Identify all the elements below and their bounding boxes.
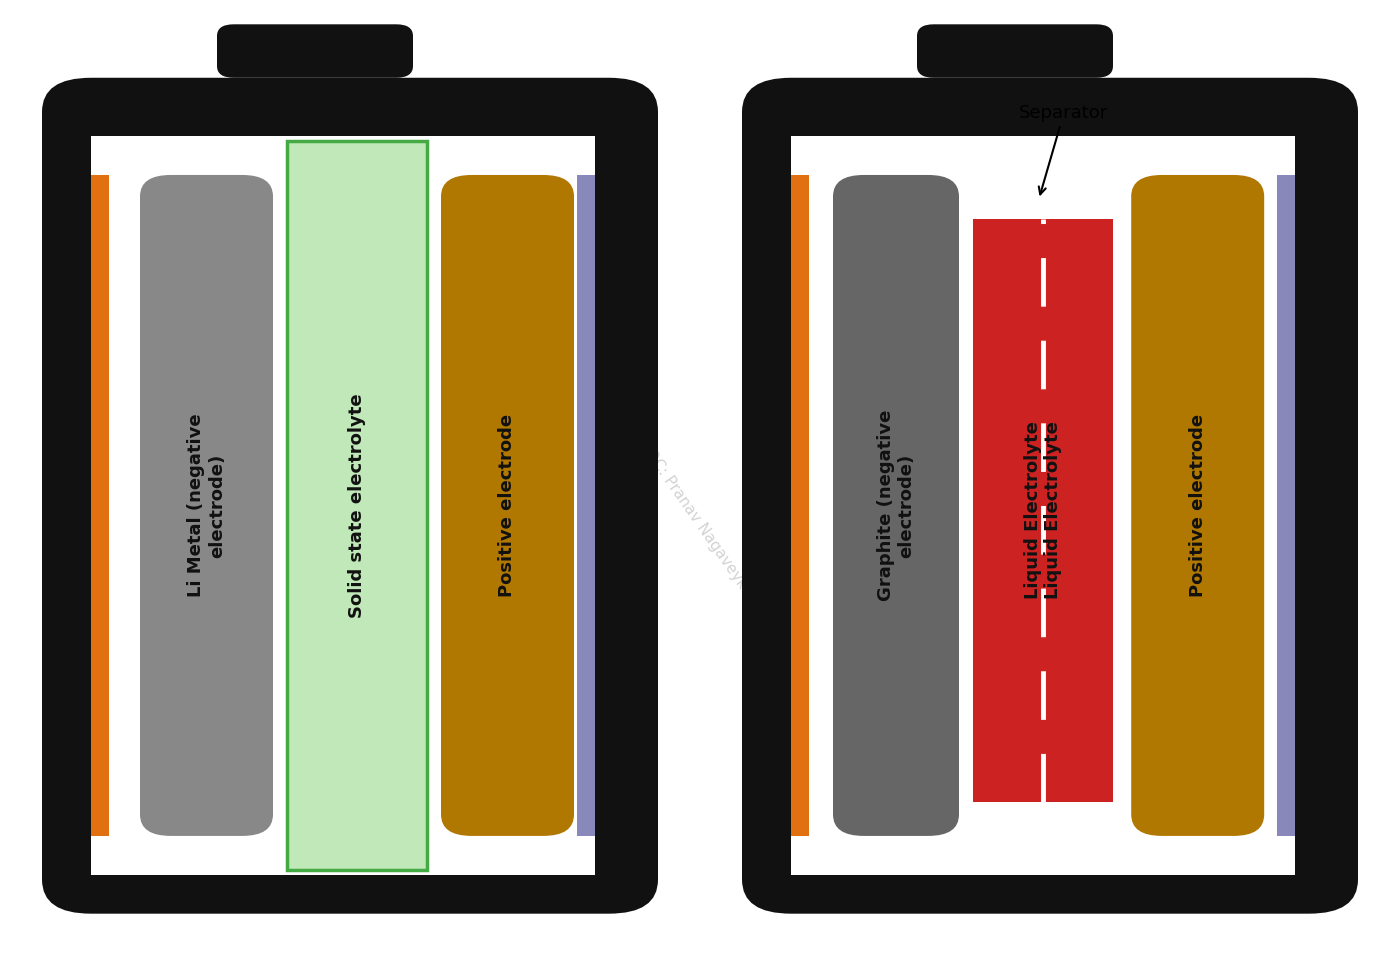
FancyBboxPatch shape xyxy=(742,78,1358,914)
Text: Positive electrode: Positive electrode xyxy=(498,414,517,597)
Text: Solid state electrolyte: Solid state electrolyte xyxy=(349,393,365,618)
Bar xyxy=(91,175,109,836)
FancyBboxPatch shape xyxy=(1131,175,1264,836)
Text: Li Metal (negative
electrode): Li Metal (negative electrode) xyxy=(188,414,225,597)
Text: OC: Pranav Nagaveykar: OC: Pranav Nagaveykar xyxy=(641,446,759,604)
Bar xyxy=(1277,175,1295,836)
Bar xyxy=(791,175,809,836)
FancyBboxPatch shape xyxy=(833,175,959,836)
FancyBboxPatch shape xyxy=(217,24,413,78)
Bar xyxy=(91,136,595,875)
FancyBboxPatch shape xyxy=(917,24,1113,78)
Bar xyxy=(287,141,427,870)
FancyBboxPatch shape xyxy=(42,78,658,914)
Text: Positive electrode: Positive electrode xyxy=(1189,414,1207,597)
Text: Separator: Separator xyxy=(1019,103,1109,194)
FancyBboxPatch shape xyxy=(140,175,273,836)
Text: Liquid Electrolyte
Liquid Electrolyte: Liquid Electrolyte Liquid Electrolyte xyxy=(1023,422,1063,599)
Text: Graphite (negative
electrode): Graphite (negative electrode) xyxy=(876,410,916,601)
Bar xyxy=(791,136,1295,875)
FancyBboxPatch shape xyxy=(441,175,574,836)
Bar xyxy=(973,219,1113,802)
Bar xyxy=(577,175,595,836)
